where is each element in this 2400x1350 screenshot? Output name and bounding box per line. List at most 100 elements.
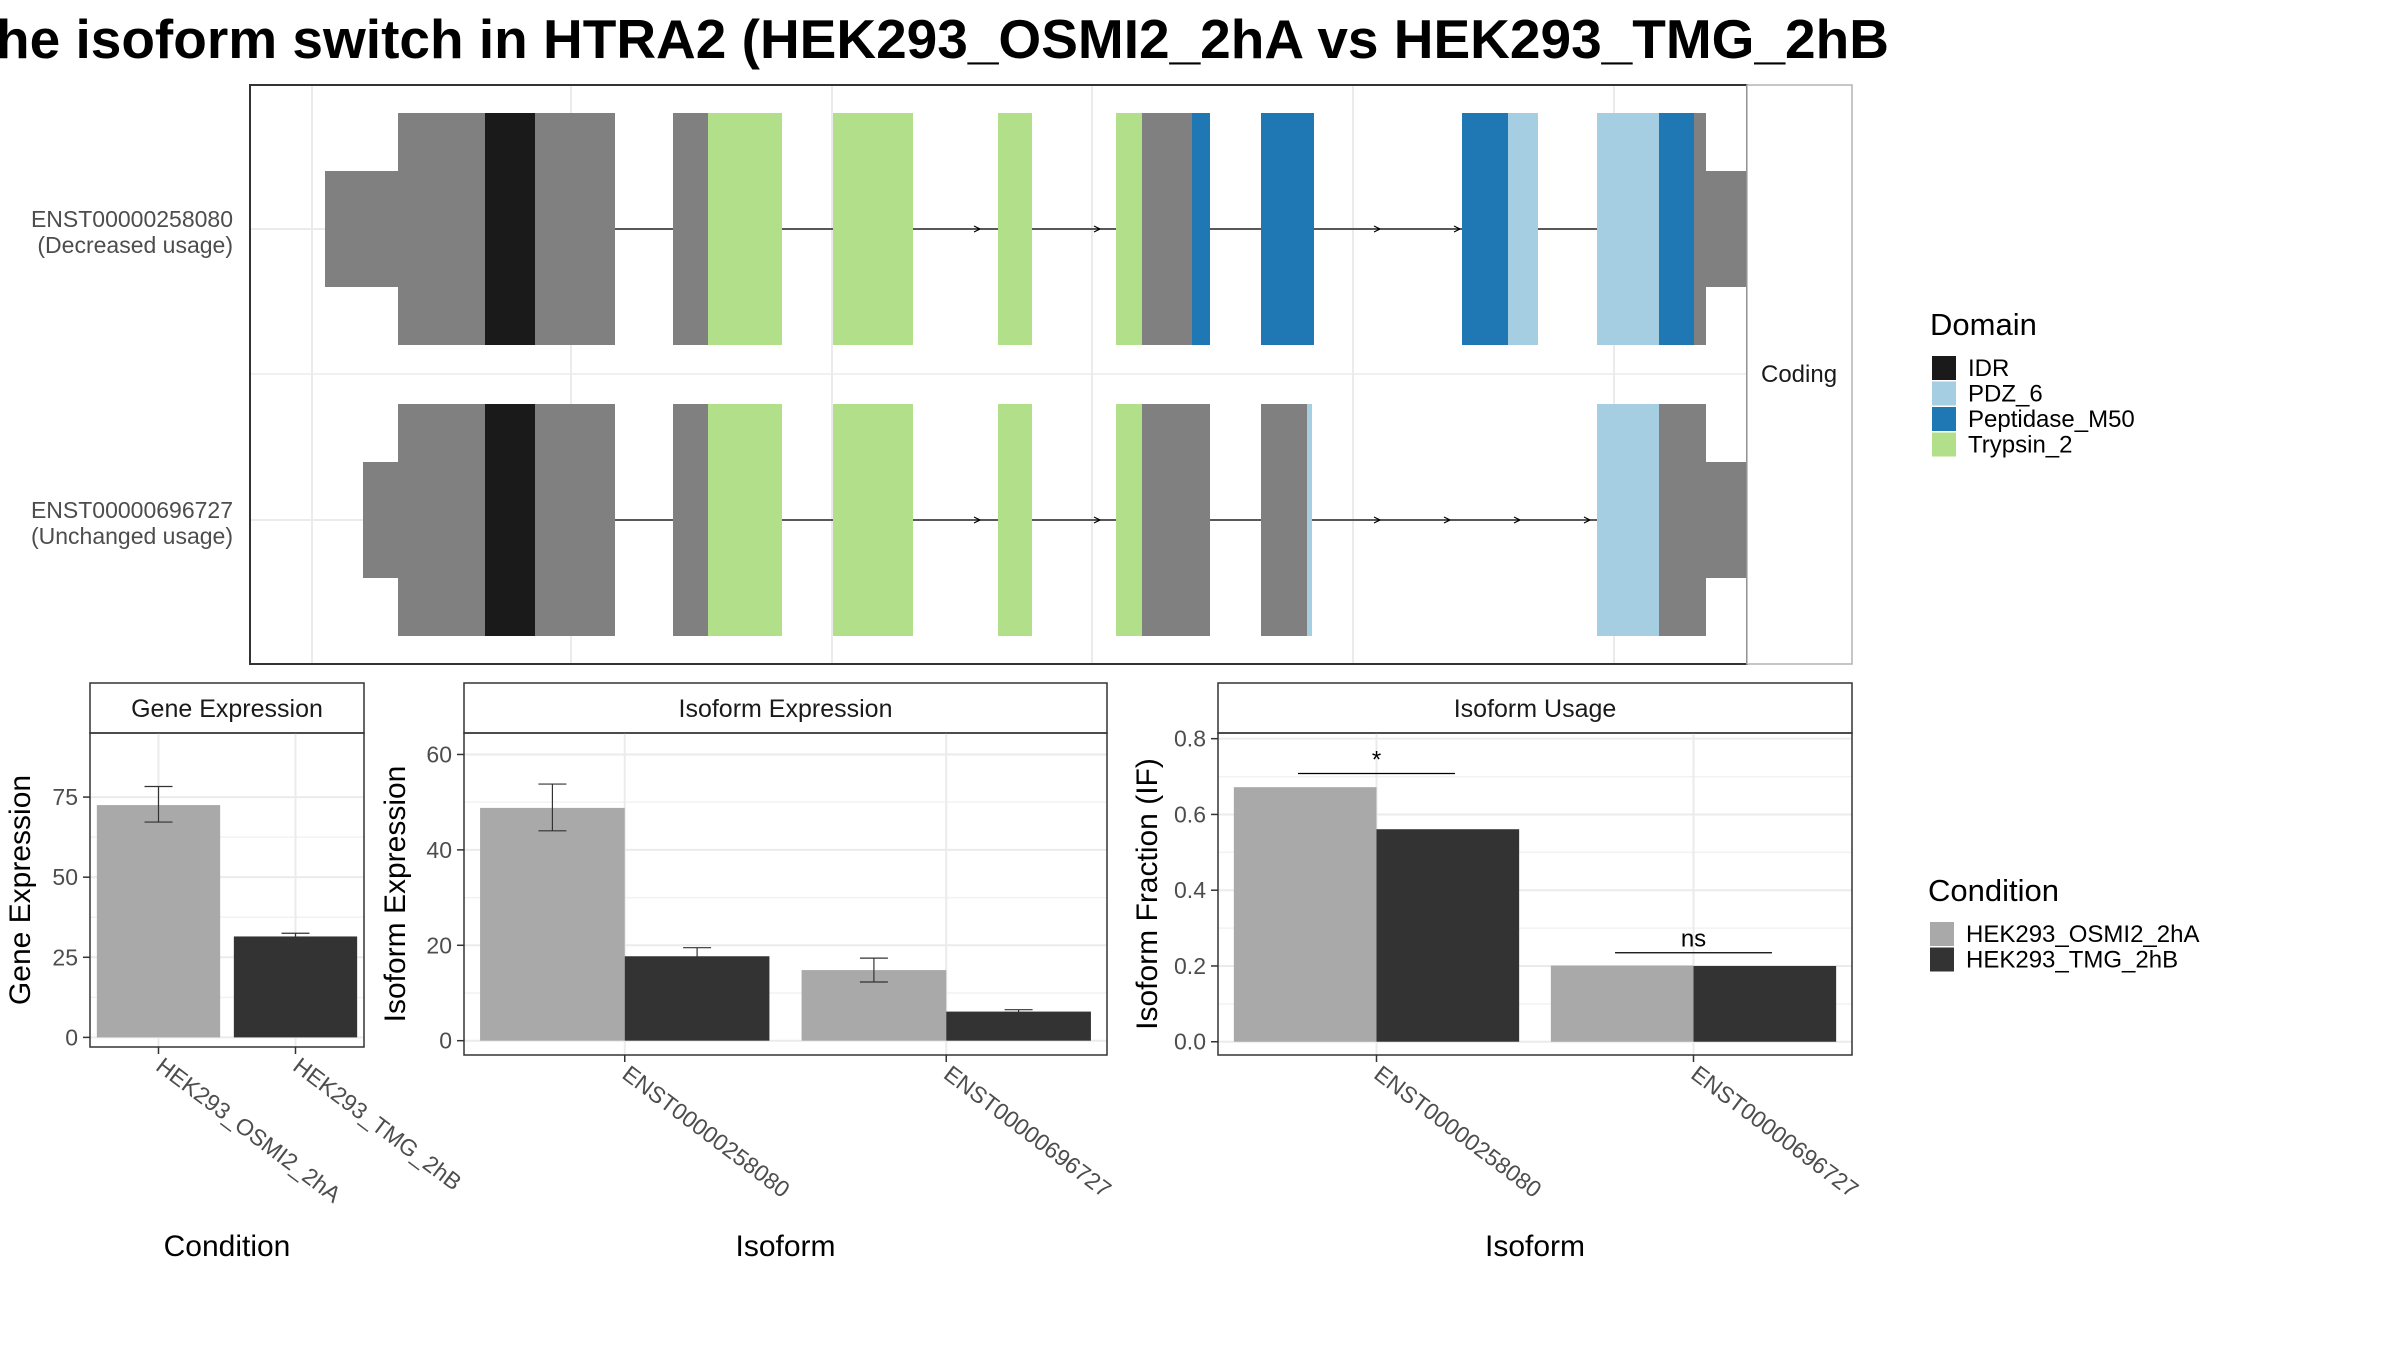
legend-swatch [1932, 432, 1956, 457]
legend-swatch [1932, 356, 1956, 380]
transcript-usage-label: (Unchanged usage) [31, 523, 233, 549]
x-tick-label: ENST00000258080 [618, 1060, 795, 1202]
y-tick-label: 0.0 [1174, 1029, 1206, 1055]
panel-strip [463, 682, 1108, 734]
bar [233, 936, 358, 1038]
domain-block [1116, 113, 1142, 345]
strand-arrow [1373, 225, 1382, 233]
panel-strip-title: Isoform Usage [1454, 695, 1617, 723]
exon-block [535, 113, 615, 345]
exon-block [1694, 113, 1706, 345]
domain-block [1192, 113, 1210, 345]
transcript-id-label: ENST00000696727 [31, 497, 233, 523]
strand-arrow [1453, 225, 1462, 233]
y-axis-title: Isoform Fraction (IF) [1131, 758, 1164, 1030]
domain-block [1307, 404, 1312, 636]
utr-block [363, 462, 398, 578]
bar [1233, 787, 1377, 1042]
x-axis-title: Isoform [735, 1230, 835, 1263]
strand-arrow [973, 225, 982, 233]
y-tick-label: 40 [426, 837, 452, 863]
domain-block [1116, 404, 1142, 636]
domain-block [1659, 113, 1694, 345]
domain-block [1597, 404, 1659, 636]
y-tick-label: 50 [52, 864, 78, 890]
y-tick-label: 0.6 [1174, 801, 1206, 827]
y-tick-label: 75 [52, 784, 78, 810]
legend-label: HEK293_TMG_2hB [1966, 947, 2178, 974]
legend-swatch [1932, 381, 1956, 406]
figure-title: he isoform switch in HTRA2 (HEK293_OSMI2… [0, 8, 1889, 70]
panel-strip-title: Isoform Expression [679, 695, 893, 723]
legend-title: Domain [1930, 307, 2037, 342]
domain-block [708, 113, 782, 345]
significance-label: * [1372, 747, 1381, 774]
strand-arrow [1373, 516, 1382, 524]
bar [1376, 829, 1520, 1042]
domain-block [485, 404, 535, 636]
domain-block [708, 404, 782, 636]
y-tick-label: 0.8 [1174, 726, 1206, 752]
exon-block [1142, 404, 1210, 636]
exon-block [398, 113, 485, 345]
y-tick-label: 0.4 [1174, 877, 1206, 903]
exon-block [673, 404, 708, 636]
y-tick-label: 0 [439, 1028, 452, 1054]
y-tick-label: 0.2 [1174, 953, 1206, 979]
domain-block [1597, 113, 1659, 345]
domain-block [833, 404, 913, 636]
y-axis-title: Gene Expression [4, 775, 37, 1005]
strand-arrow [1093, 516, 1102, 524]
y-tick-label: 25 [52, 944, 78, 970]
panel-border [89, 732, 365, 1048]
utr-block [325, 171, 398, 287]
domain-block [1261, 113, 1314, 345]
legend-label: Peptidase_M50 [1968, 406, 2135, 433]
exon-block [1261, 404, 1307, 636]
x-tick-label: ENST00000696727 [939, 1060, 1116, 1202]
y-axis-title: Isoform Expression [379, 766, 412, 1023]
legend-label: IDR [1968, 355, 2009, 382]
x-tick-label: ENST00000696727 [1686, 1060, 1863, 1202]
bar [96, 805, 221, 1038]
strand-arrow [1513, 516, 1522, 524]
facet-strip-label: Coding [1761, 361, 1837, 388]
domain-block [1462, 113, 1508, 345]
panel-border [1217, 732, 1853, 1056]
x-tick-label: ENST00000258080 [1369, 1060, 1546, 1202]
bar [946, 1011, 1091, 1041]
legend-swatch [1932, 407, 1956, 431]
domain-block [1508, 113, 1538, 345]
domain-block [998, 404, 1032, 636]
legend-label: Trypsin_2 [1968, 432, 2072, 459]
legend-label: HEK293_OSMI2_2hA [1966, 921, 2199, 948]
bar [624, 956, 770, 1041]
legend-label: PDZ_6 [1968, 381, 2043, 408]
y-tick-label: 60 [426, 741, 452, 767]
isoform-usage-panel: Isoform Usage 0.0 0.2 0.4 0.6 0.8 * ns ENST00000… [1131, 682, 1864, 1263]
transcript-id-label: ENST00000258080 [31, 206, 233, 232]
facet-strip [1746, 84, 1853, 665]
panel-strip-title: Gene Expression [131, 695, 323, 723]
strand-arrow [1443, 516, 1452, 524]
domain-block [485, 113, 535, 345]
isoform-expression-panel: Isoform Expression 0 20 40 60 ENST00000258080… [379, 682, 1116, 1263]
x-axis-title: Isoform [1485, 1230, 1585, 1263]
panel-strip [89, 682, 365, 734]
bar [1550, 965, 1694, 1042]
transcript-usage-label: (Decreased usage) [37, 232, 233, 258]
y-tick-label: 20 [426, 932, 452, 958]
bar [1693, 965, 1837, 1042]
exon-block [1142, 113, 1192, 345]
legend-title: Condition [1928, 873, 2059, 908]
strand-arrow [1093, 225, 1102, 233]
gene-structure-panel: ENST00000258080(Decreased usage) ENST0000… [31, 84, 1853, 665]
exon-block [673, 113, 708, 345]
significance-label: ns [1681, 926, 1706, 953]
domain-block [998, 113, 1032, 345]
domain-block [833, 113, 913, 345]
exon-block [535, 404, 615, 636]
